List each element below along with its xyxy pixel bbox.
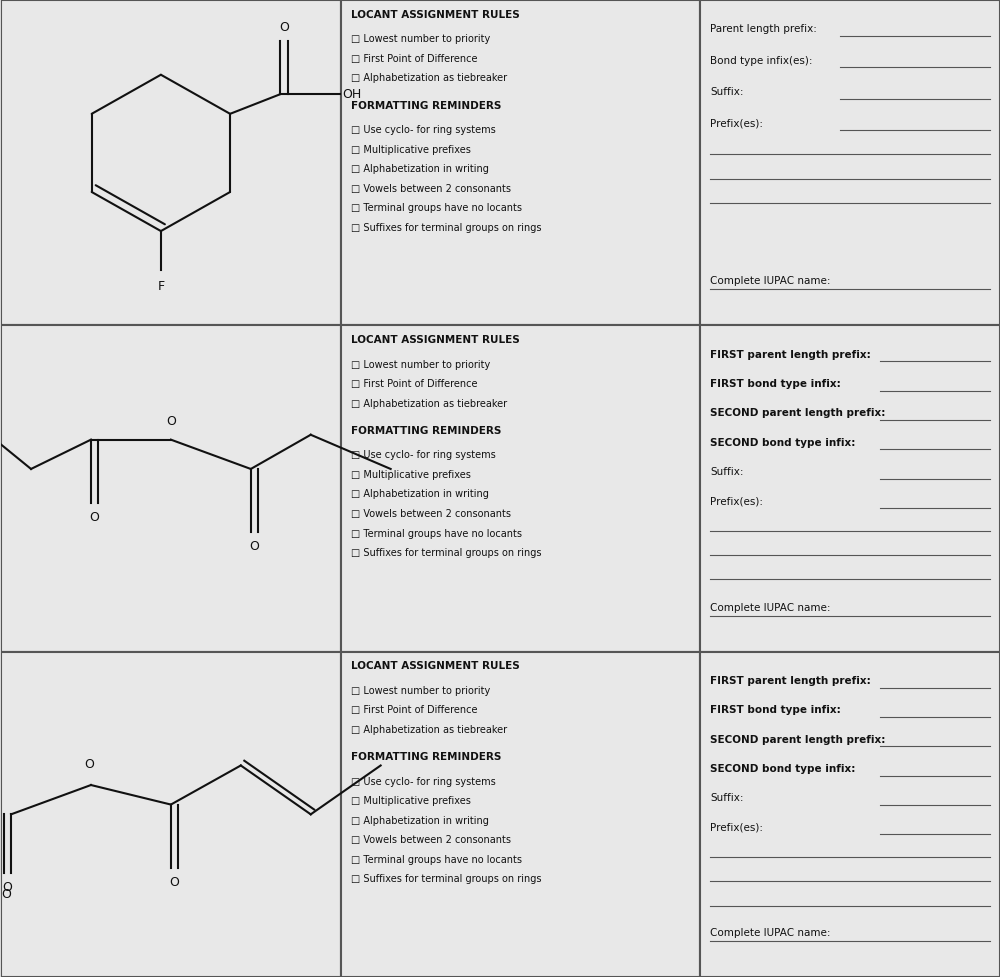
Text: FIRST parent length prefix:: FIRST parent length prefix:	[710, 350, 871, 360]
Text: LOCANT ASSIGNMENT RULES: LOCANT ASSIGNMENT RULES	[351, 10, 519, 20]
Text: FIRST bond type infix:: FIRST bond type infix:	[710, 705, 841, 715]
Text: □ Use cyclo- for ring systems: □ Use cyclo- for ring systems	[351, 777, 495, 786]
Bar	[341, 0, 700, 325]
Bar	[700, 652, 1000, 977]
Text: □ First Point of Difference: □ First Point of Difference	[351, 54, 477, 64]
Text: Parent length prefix:: Parent length prefix:	[710, 24, 817, 34]
Text: SECOND bond type infix:: SECOND bond type infix:	[710, 764, 856, 774]
Text: O: O	[249, 540, 259, 553]
Bar	[700, 325, 1000, 652]
Text: Suffix:: Suffix:	[710, 793, 744, 803]
Text: □ Vowels between 2 consonants: □ Vowels between 2 consonants	[351, 509, 511, 519]
Text: Complete IUPAC name:: Complete IUPAC name:	[710, 603, 831, 613]
Text: □ First Point of Difference: □ First Point of Difference	[351, 379, 477, 389]
Text: □ Terminal groups have no locants: □ Terminal groups have no locants	[351, 529, 522, 538]
Bar	[1, 0, 341, 325]
Text: □ Lowest number to priority: □ Lowest number to priority	[351, 686, 490, 696]
Text: O: O	[90, 511, 99, 524]
Text: Prefix(es):: Prefix(es):	[710, 496, 763, 506]
Bar	[341, 652, 700, 977]
Text: OH: OH	[342, 88, 361, 101]
Bar	[1, 325, 341, 652]
Text: FIRST bond type infix:: FIRST bond type infix:	[710, 379, 841, 389]
Text: □ Suffixes for terminal groups on rings: □ Suffixes for terminal groups on rings	[351, 223, 541, 233]
Text: Suffix:: Suffix:	[710, 467, 744, 477]
Text: □ Lowest number to priority: □ Lowest number to priority	[351, 34, 490, 44]
Bar	[341, 325, 700, 652]
Text: O: O	[84, 758, 94, 772]
Text: Complete IUPAC name:: Complete IUPAC name:	[710, 928, 831, 938]
Text: LOCANT ASSIGNMENT RULES: LOCANT ASSIGNMENT RULES	[351, 335, 519, 345]
Text: □ Multiplicative prefixes: □ Multiplicative prefixes	[351, 470, 471, 480]
Text: O: O	[166, 415, 176, 428]
Text: □ Alphabetization as tiebreaker: □ Alphabetization as tiebreaker	[351, 73, 507, 83]
Text: □ Vowels between 2 consonants: □ Vowels between 2 consonants	[351, 835, 511, 845]
Text: □ First Point of Difference: □ First Point of Difference	[351, 705, 477, 715]
Text: O: O	[3, 881, 12, 894]
Text: SECOND bond type infix:: SECOND bond type infix:	[710, 438, 856, 447]
Text: LOCANT ASSIGNMENT RULES: LOCANT ASSIGNMENT RULES	[351, 661, 519, 671]
Text: □ Alphabetization in writing: □ Alphabetization in writing	[351, 489, 489, 499]
Text: □ Multiplicative prefixes: □ Multiplicative prefixes	[351, 796, 471, 806]
Text: Suffix:: Suffix:	[710, 87, 744, 97]
Text: □ Vowels between 2 consonants: □ Vowels between 2 consonants	[351, 184, 511, 193]
Text: □ Alphabetization in writing: □ Alphabetization in writing	[351, 816, 489, 826]
Text: FORMATTING REMINDERS: FORMATTING REMINDERS	[351, 752, 501, 762]
Text: Prefix(es):: Prefix(es):	[710, 823, 763, 832]
Text: □ Use cyclo- for ring systems: □ Use cyclo- for ring systems	[351, 450, 495, 460]
Text: Bond type infix(es):: Bond type infix(es):	[710, 56, 813, 65]
Text: O: O	[1, 887, 11, 901]
Text: □ Terminal groups have no locants: □ Terminal groups have no locants	[351, 855, 522, 865]
Text: SECOND parent length prefix:: SECOND parent length prefix:	[710, 735, 886, 744]
Text: □ Alphabetization as tiebreaker: □ Alphabetization as tiebreaker	[351, 399, 507, 408]
Text: □ Alphabetization as tiebreaker: □ Alphabetization as tiebreaker	[351, 725, 507, 735]
Text: □ Alphabetization in writing: □ Alphabetization in writing	[351, 164, 489, 174]
Bar	[700, 0, 1000, 325]
Text: Complete IUPAC name:: Complete IUPAC name:	[710, 276, 831, 286]
Text: □ Multiplicative prefixes: □ Multiplicative prefixes	[351, 145, 471, 154]
Text: O: O	[169, 875, 179, 889]
Bar	[1, 652, 341, 977]
Text: □ Suffixes for terminal groups on rings: □ Suffixes for terminal groups on rings	[351, 874, 541, 884]
Text: O: O	[279, 21, 289, 33]
Text: □ Suffixes for terminal groups on rings: □ Suffixes for terminal groups on rings	[351, 548, 541, 558]
Text: Prefix(es):: Prefix(es):	[710, 118, 763, 128]
Text: FORMATTING REMINDERS: FORMATTING REMINDERS	[351, 426, 501, 436]
Text: F: F	[157, 279, 164, 293]
Text: SECOND parent length prefix:: SECOND parent length prefix:	[710, 408, 886, 418]
Text: FORMATTING REMINDERS: FORMATTING REMINDERS	[351, 101, 501, 110]
Text: □ Terminal groups have no locants: □ Terminal groups have no locants	[351, 203, 522, 213]
Text: □ Use cyclo- for ring systems: □ Use cyclo- for ring systems	[351, 125, 495, 135]
Text: FIRST parent length prefix:: FIRST parent length prefix:	[710, 676, 871, 686]
Text: □ Lowest number to priority: □ Lowest number to priority	[351, 360, 490, 369]
